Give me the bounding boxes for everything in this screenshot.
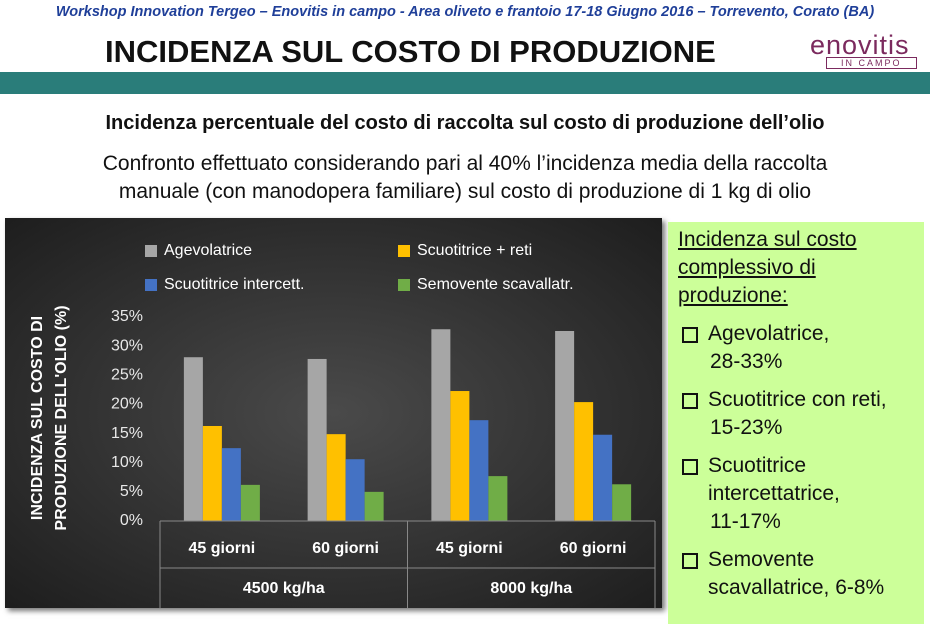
sidebar-item-line: 15-23% — [710, 416, 783, 439]
checkbox-bullet — [682, 459, 698, 475]
y-tick-label: 10% — [111, 454, 143, 471]
sidebar-item: Scuotitrice con reti, 15-23% — [668, 386, 924, 442]
sidebar-item-line: scavallatrice, 6-8% — [708, 576, 885, 599]
description: manuale (con manodopera familiare) sul c… — [118, 180, 812, 203]
bar — [364, 491, 384, 521]
subtitle: Incidenza percentuale del costo di racco… — [105, 112, 825, 134]
legend-swatch — [398, 279, 410, 291]
y-tick-label: 5% — [120, 483, 143, 500]
bar — [240, 484, 260, 521]
logo-name: enovitis — [810, 30, 910, 60]
bar — [307, 358, 327, 521]
logo-tag: IN CAMPO — [826, 57, 917, 69]
sidebar-item-line: intercettatrice, — [708, 482, 840, 505]
bar — [469, 420, 489, 521]
chart-panel: 0% 5% 10% 15% 20% 25% 30% 35% INCIDENZA SUL COST… — [5, 218, 662, 608]
sidebar-item-line: 28-33% — [710, 350, 783, 373]
bar — [183, 357, 203, 521]
group-label: 8000 kg/ha — [490, 580, 572, 597]
chart-background — [5, 218, 662, 608]
legend-label: Scuotitrice + reti — [417, 242, 532, 259]
bar — [345, 459, 365, 521]
sidebar: Incidenza sul costo complessivo di produ… — [668, 222, 924, 624]
sidebar-item: Semovente scavallatrice, 6-8% — [668, 546, 924, 602]
legend-swatch — [145, 245, 157, 257]
sidebar-item-line: Scuotitrice — [708, 454, 807, 477]
x-tick-label: 60 giorni — [312, 540, 379, 557]
header-band — [0, 72, 930, 94]
y-tick-label: 20% — [111, 396, 143, 413]
legend-swatch — [398, 245, 410, 257]
legend-label: Scuotitrice intercett. — [164, 276, 305, 293]
sidebar-heading: complessivo di — [678, 256, 816, 279]
legend-label: Semovente scavallatr. — [417, 276, 574, 293]
legend-swatch — [145, 279, 157, 291]
y-axis-label: PRODUZIONE DELL'OLIO (%) — [53, 305, 70, 530]
bar — [202, 425, 222, 521]
y-tick-label: 0% — [120, 512, 143, 529]
bar — [431, 329, 451, 521]
y-tick-label: 30% — [111, 337, 143, 354]
slide-title: INCIDENZA SUL COSTO DI PRODUZIONE — [105, 34, 716, 69]
description: Confronto effettuato considerando pari a… — [102, 152, 828, 175]
bar — [488, 476, 508, 521]
x-tick-label: 45 giorni — [436, 540, 503, 557]
checkbox-bullet — [682, 393, 698, 409]
bar — [612, 484, 632, 521]
sidebar-items: Agevolatrice, 28-33% Scuotitrice con reti,… — [668, 320, 924, 602]
chart: 0% 5% 10% 15% 20% 25% 30% 35% INCIDENZA SUL COST… — [5, 218, 662, 608]
bar — [326, 434, 346, 521]
sidebar-heading: produzione: — [678, 284, 788, 307]
sidebar-item-line: Scuotitrice con reti, — [708, 388, 887, 411]
workshop-line: Workshop Innovation Tergeo – Enovitis in… — [55, 4, 875, 20]
checkbox-bullet — [682, 327, 698, 343]
y-tick-label: 35% — [111, 308, 143, 325]
bar — [593, 434, 613, 521]
bar — [574, 402, 594, 521]
x-tick-label: 60 giorni — [560, 540, 627, 557]
legend-label: Agevolatrice — [164, 242, 252, 259]
checkbox-bullet — [682, 553, 698, 569]
group-label: 4500 kg/ha — [243, 580, 325, 597]
sidebar-item-line: Semovente — [708, 548, 815, 571]
bar — [450, 391, 470, 521]
sidebar-item-line: 11-17% — [710, 510, 781, 533]
x-tick-label: 45 giorni — [189, 540, 256, 557]
sidebar-item: Agevolatrice, 28-33% — [668, 320, 924, 376]
sidebar-item: Scuotitrice intercettatrice, 11-17% — [668, 452, 924, 536]
bar — [555, 330, 575, 521]
bar — [221, 448, 241, 521]
sidebar-heading: Incidenza sul costo — [678, 228, 857, 251]
y-tick-label: 15% — [111, 425, 143, 442]
sidebar-item-line: Agevolatrice, — [708, 322, 830, 345]
y-tick-label: 25% — [111, 367, 143, 384]
y-axis-label: INCIDENZA SUL COSTO DI — [29, 316, 46, 520]
